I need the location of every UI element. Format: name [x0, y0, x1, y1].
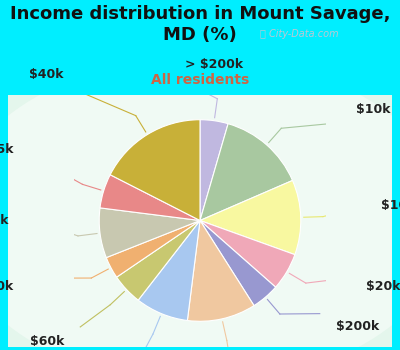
- Text: Income distribution in Mount Savage,
MD (%): Income distribution in Mount Savage, MD …: [10, 5, 390, 44]
- Text: $150k: $150k: [0, 280, 14, 293]
- Ellipse shape: [0, 4, 400, 350]
- Text: ⓘ City-Data.com: ⓘ City-Data.com: [260, 29, 339, 39]
- Wedge shape: [100, 175, 200, 220]
- Ellipse shape: [0, 39, 400, 350]
- Wedge shape: [200, 120, 228, 220]
- Wedge shape: [200, 124, 292, 220]
- Wedge shape: [200, 181, 301, 255]
- Text: > $200k: > $200k: [185, 58, 243, 71]
- Text: $60k: $60k: [30, 335, 64, 348]
- Wedge shape: [187, 220, 254, 321]
- Wedge shape: [200, 220, 295, 287]
- Text: $40k: $40k: [30, 68, 64, 81]
- Ellipse shape: [0, 57, 400, 350]
- Wedge shape: [99, 208, 200, 258]
- Ellipse shape: [0, 21, 400, 350]
- Wedge shape: [117, 220, 200, 300]
- Text: $10k: $10k: [356, 103, 391, 116]
- Text: $100k: $100k: [382, 199, 400, 212]
- Text: $50k: $50k: [0, 214, 8, 227]
- Text: $75k: $75k: [0, 144, 14, 156]
- Text: $200k: $200k: [336, 320, 379, 333]
- Text: All residents: All residents: [151, 73, 249, 87]
- Wedge shape: [110, 120, 200, 220]
- Text: $20k: $20k: [366, 280, 400, 293]
- Wedge shape: [106, 220, 200, 277]
- Wedge shape: [138, 220, 200, 321]
- Wedge shape: [200, 220, 276, 306]
